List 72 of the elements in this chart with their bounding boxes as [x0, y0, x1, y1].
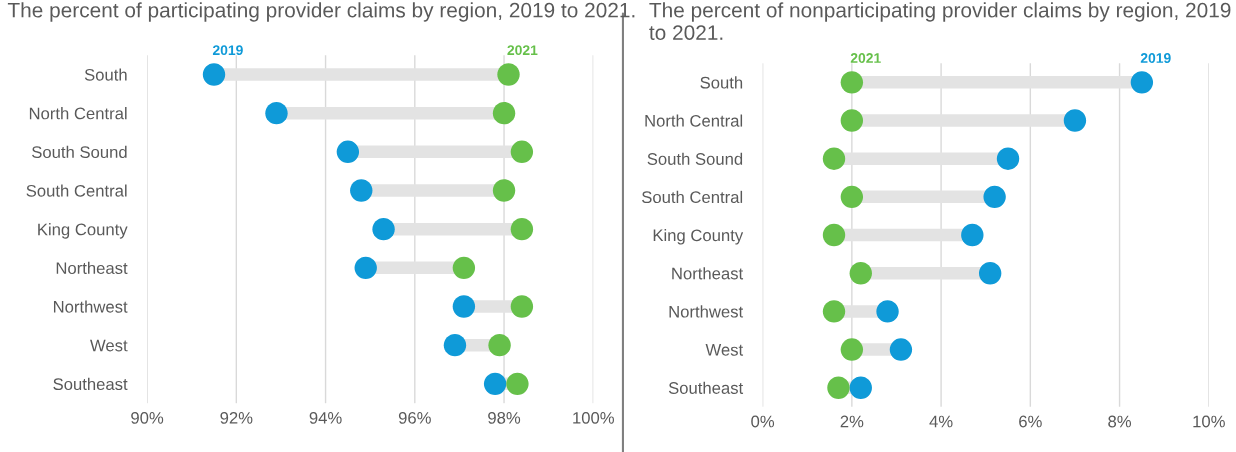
y-tick-label: South Central: [642, 190, 743, 204]
x-tick-label: 6%: [1019, 415, 1042, 428]
x-tick-label: 100%: [573, 411, 614, 424]
point: [492, 179, 516, 202]
point: [978, 262, 1002, 285]
point: [202, 63, 226, 86]
point: [483, 372, 507, 396]
point: [350, 179, 373, 202]
point: [840, 71, 864, 94]
point: [354, 256, 377, 280]
x-tick-label: 96%: [398, 411, 431, 424]
point: [497, 63, 520, 86]
y-tick-label: South Central: [26, 184, 127, 197]
point: [1130, 71, 1154, 94]
y-tick-label: Southeast: [668, 381, 744, 394]
point: [822, 147, 846, 170]
x-tick-label: 8%: [1108, 415, 1132, 428]
series-label: 2019: [1140, 53, 1171, 63]
y-tick-label: North Central: [645, 114, 743, 127]
point: [506, 372, 529, 396]
y-tick-label: Northwest: [669, 305, 744, 318]
point: [983, 185, 1006, 209]
point: [488, 333, 511, 357]
series-label: 2019: [212, 45, 243, 56]
y-tick-label: Northeast: [672, 267, 744, 280]
x-tick-label: 92%: [220, 411, 253, 424]
x-tick-label: 2%: [840, 415, 864, 428]
point: [452, 295, 476, 318]
x-tick-label: 94%: [309, 411, 342, 424]
point: [336, 140, 360, 164]
point: [492, 101, 516, 125]
point: [996, 147, 1020, 170]
point: [849, 376, 872, 399]
y-tick-label: South Sound: [647, 152, 743, 165]
x-tick-label: 4%: [929, 415, 953, 428]
point: [827, 376, 850, 399]
chart-title: The percent of nonparticipating provider claims by region, 2019 to 2021.: [649, 2, 1231, 40]
point: [876, 300, 899, 323]
x-tick-label: 0%: [751, 415, 775, 428]
y-tick-label: King County: [653, 229, 744, 245]
point: [840, 109, 864, 132]
point: [822, 223, 846, 247]
y-tick-label: Northwest: [53, 300, 128, 313]
point: [840, 338, 864, 361]
y-tick-label: North Central: [29, 107, 127, 120]
point: [443, 333, 467, 357]
y-tick-label: West: [705, 344, 744, 356]
y-tick-label: South: [700, 76, 743, 89]
series-label: 2021: [850, 53, 881, 63]
x-tick-label: 90%: [131, 411, 164, 424]
point: [889, 338, 913, 361]
point: [510, 140, 534, 164]
point: [510, 295, 534, 318]
chart-title: The percent of participating provider claims by region, 2019 to 2021.: [7, 2, 635, 22]
y-tick-label: Northeast: [56, 261, 128, 275]
point: [372, 217, 395, 241]
x-tick-label: 10%: [1193, 415, 1225, 428]
y-tick-label: Southeast: [53, 377, 128, 391]
point: [452, 256, 476, 280]
y-tick-label: South Sound: [32, 145, 127, 159]
y-tick-label: King County: [38, 223, 128, 239]
y-tick-label: West: [90, 339, 128, 352]
point: [961, 223, 984, 247]
point: [840, 185, 864, 209]
point: [1063, 109, 1087, 132]
x-tick-label: 98%: [488, 411, 521, 424]
series-label: 2021: [507, 45, 538, 56]
point: [265, 101, 288, 125]
point: [822, 300, 846, 323]
point: [510, 217, 534, 241]
y-tick-label: South: [84, 68, 127, 81]
point: [849, 262, 872, 285]
